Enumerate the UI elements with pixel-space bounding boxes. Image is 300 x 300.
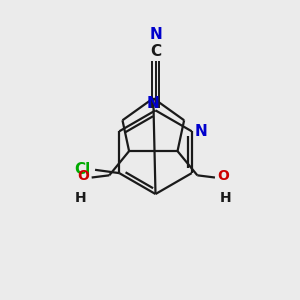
Text: O: O xyxy=(217,169,229,183)
Text: C: C xyxy=(150,44,161,59)
Text: N: N xyxy=(195,124,208,139)
Text: H: H xyxy=(75,191,86,205)
Text: N: N xyxy=(149,27,162,42)
Text: H: H xyxy=(220,191,232,205)
Text: O: O xyxy=(78,169,89,183)
Text: N: N xyxy=(147,96,160,111)
Text: Cl: Cl xyxy=(74,162,91,177)
